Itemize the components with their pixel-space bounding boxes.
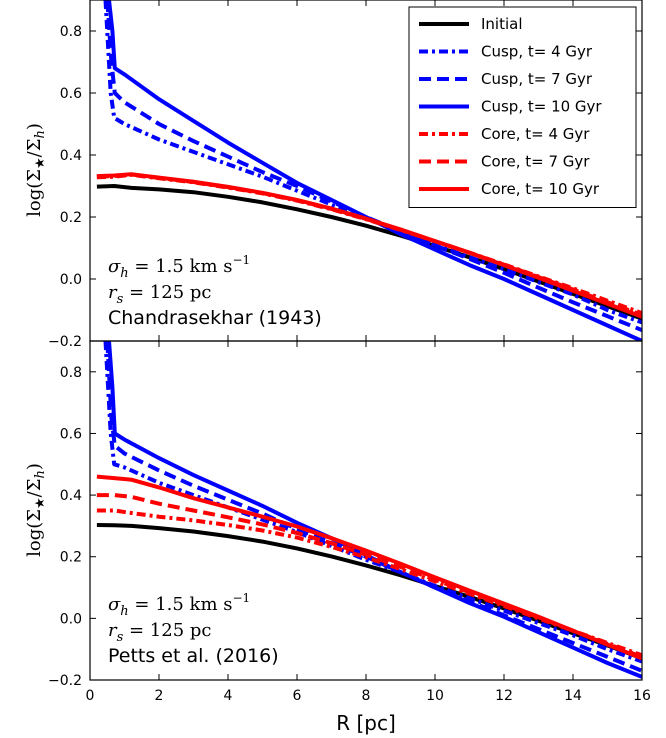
bottom-ticks: −0.2 0.0 0.2 0.4 0.6 0.8 0 2 4 6 8 10 12 14 16 (48, 341, 651, 704)
bottom-annotation: σh = 1.5 km s−1 rs = 125 pc Petts et al.… (108, 591, 279, 667)
bottom-ytick-label: 0.8 (60, 365, 82, 381)
top-ytick-label: −0.2 (48, 334, 82, 350)
bottom-annotation-rs: rs = 125 pc (108, 620, 212, 645)
panel-bottom: −0.2 0.0 0.2 0.4 0.6 0.8 0 2 4 6 8 10 12 14 16 log(Σ★/… (24, 341, 651, 735)
bottom-xtick-label: 16 (633, 688, 651, 704)
top-ytick-label: 0.4 (60, 148, 82, 164)
bottom-xtick-label: 10 (426, 688, 444, 704)
legend-label-6: Core, t= 10 Gyr (481, 180, 600, 198)
bottom-xtick-label: 0 (86, 688, 95, 704)
bottom-xtick-label: 2 (155, 688, 164, 704)
top-series-0 (96, 184, 642, 321)
top-lines (96, 0, 642, 341)
bottom-ylabel: log(Σ★/Σh) (24, 463, 48, 557)
top-ytick-label: 0.6 (60, 86, 82, 102)
bottom-xlabel: R [pc] (336, 711, 396, 735)
top-annotation-sigma: σh = 1.5 km s−1 (108, 253, 250, 281)
bottom-xtick-label: 6 (293, 688, 302, 704)
top-series-6 (96, 172, 642, 319)
top-ytick-label: 0.2 (60, 210, 82, 226)
bottom-ytick-label: 0.6 (60, 426, 82, 442)
legend-label-2: Cusp, t= 7 Gyr (481, 70, 593, 88)
top-series-2 (105, 0, 642, 332)
top-annotation-rs: rs = 125 pc (108, 282, 212, 307)
panel-top: −0.2 0.0 0.2 0.4 0.6 0.8 log(Σ★/Σh) σh = 1.5 … (24, 0, 643, 350)
bottom-series-6 (96, 474, 642, 661)
bottom-annotation-sigma: σh = 1.5 km s−1 (108, 591, 250, 619)
top-ylabel: log(Σ★/Σh) (24, 123, 48, 217)
top-ticks: −0.2 0.0 0.2 0.4 0.6 0.8 (48, 0, 643, 350)
bottom-ytick-label: 0.0 (60, 611, 82, 627)
legend-label-4: Core, t= 4 Gyr (481, 125, 590, 143)
top-series-1 (103, 0, 642, 325)
top-series-3 (107, 0, 642, 341)
bottom-xtick-label: 4 (224, 688, 233, 704)
bottom-series-5 (96, 493, 642, 659)
bottom-xtick-label: 8 (362, 688, 371, 704)
bottom-ytick-label: 0.2 (60, 550, 82, 566)
bottom-annotation-name: Petts et al. (2016) (108, 645, 279, 667)
top-annotation: σh = 1.5 km s−1 rs = 125 pc Chandrasekha… (108, 253, 322, 329)
legend-label-0: Initial (481, 15, 523, 33)
legend-label-3: Cusp, t= 10 Gyr (481, 98, 602, 116)
bottom-series-1 (103, 341, 642, 664)
bottom-xtick-label: 14 (564, 688, 582, 704)
bottom-lines (96, 341, 642, 679)
bottom-series-0 (96, 523, 642, 661)
bottom-xtick-label: 12 (495, 688, 513, 704)
top-ytick-label: 0.0 (60, 272, 82, 288)
legend-label-5: Core, t= 7 Gyr (481, 153, 590, 171)
top-ytick-label: 0.8 (60, 24, 82, 40)
bottom-ytick-label: 0.4 (60, 488, 82, 504)
legend: Initial Cusp, t= 4 Gyr Cusp, t= 7 Gyr Cusp,… (408, 6, 637, 208)
bottom-ytick-label: −0.2 (48, 673, 82, 689)
legend-label-1: Cusp, t= 4 Gyr (481, 43, 593, 61)
top-annotation-name: Chandrasekhar (1943) (108, 307, 322, 329)
bottom-frame (89, 340, 643, 681)
